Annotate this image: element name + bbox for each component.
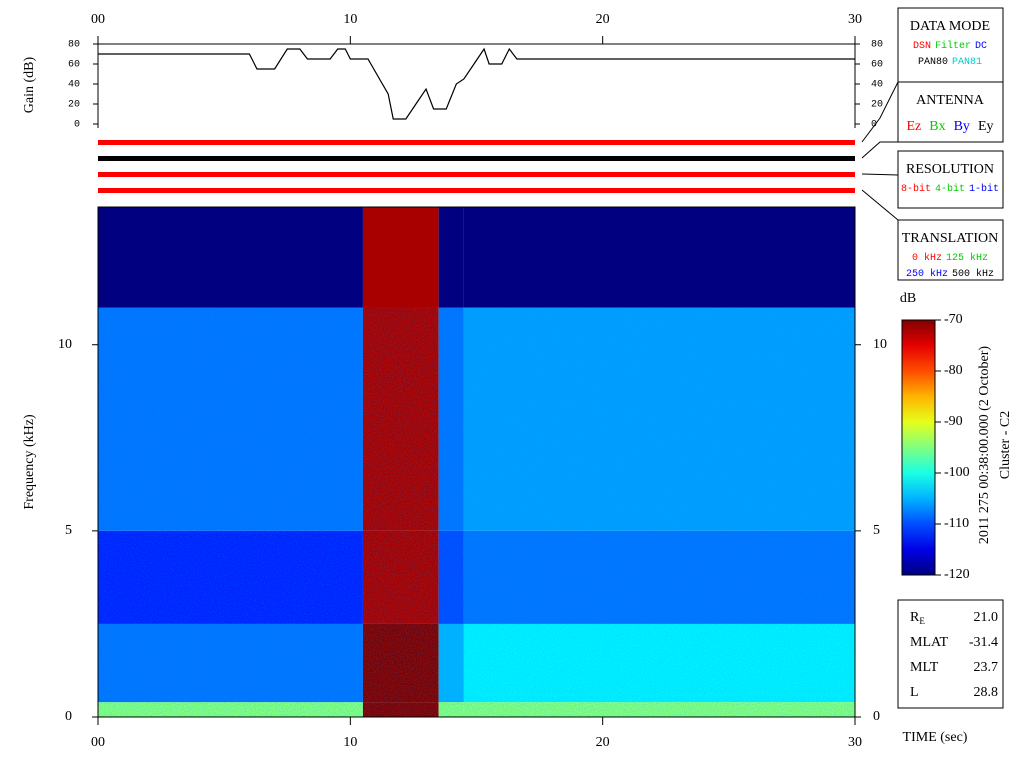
status-bar [98,156,855,161]
y-tick-label: 0 [871,120,877,131]
y-tick-label: 0 [873,709,880,724]
x-tick-label: 20 [596,735,610,750]
ephemeris-value: 21.0 [974,610,999,625]
x-tick-label: 10 [343,735,357,750]
timestamp: 2011 275 00:38:00.000 (2 October) [977,346,992,545]
connector [861,173,899,176]
status-bar [98,188,855,193]
panel-item: PAN80 [918,57,948,68]
panel-item: 125 kHz [946,252,988,264]
status-bar [98,140,855,145]
ephemeris-value: 23.7 [974,660,999,675]
y-tick-label: 40 [871,80,883,91]
y-tick-label: 5 [873,523,880,538]
colorbar-tick-label: -90 [944,414,963,429]
y-tick-label: 0 [65,709,72,724]
ephemeris-label: L [910,685,919,700]
panel-title: TRANSLATION [902,231,998,246]
status-bars [98,140,855,193]
colorbar [901,319,936,576]
panel-item: DC [975,41,987,52]
ephemeris-label: MLT [910,660,939,675]
x-tick-label: 00 [91,12,105,27]
gain-axis-label: Gain (dB) [22,56,37,113]
panel-item: 1-bit [969,183,999,195]
y-tick-label: 0 [74,120,80,131]
colorbar-tick-label: -110 [944,516,969,531]
x-tick-label: 30 [848,12,862,27]
heat-cell [362,207,439,308]
ephemeris-value: 28.8 [974,685,999,700]
panel-item: 0 kHz [912,252,942,264]
gain-line [98,47,855,120]
time-axis-label: TIME (sec) [903,730,968,745]
ephemeris-value: -31.4 [969,635,998,650]
y-tick-label: 20 [68,100,80,111]
spacecraft: Cluster - C2 [998,411,1013,479]
panel-item: Ez [906,119,921,134]
panel-item: By [954,119,970,134]
panel-row: 0 kHz 125 kHz [912,252,988,264]
x-tick-label: 20 [596,12,610,27]
colorbar-title: dB [900,291,916,306]
colorbar-tick-label: -80 [944,363,963,378]
y-tick-label: 60 [68,60,80,71]
ephemeris-label: MLAT [910,635,949,650]
ephemeris-label: RE [910,610,925,626]
panel-item: 250 kHz [906,268,948,280]
panel-item: 8-bit [901,183,931,195]
y-tick-label: 40 [68,80,80,91]
panel-box [897,150,1004,209]
ephemeris-label-text: L [910,685,919,700]
panel-row: DSN Filter DC [913,40,987,52]
texture [98,307,855,717]
panel-title: DATA MODE [910,19,990,34]
x-tick-label: 10 [343,12,357,27]
heat-cell [438,207,464,308]
ephemeris-box [897,599,1004,709]
panel-item: Ey [978,119,994,134]
plot-frame [97,206,856,718]
colorbar-tick-label: -100 [944,465,970,480]
connector [861,141,898,159]
panel-row: PAN80 PAN81 [918,57,982,68]
panel-item: Filter [935,40,971,52]
ephemeris-subscript: E [919,616,925,626]
ephemeris-label-text: R [910,610,920,625]
connector [861,189,899,221]
panel-item: Bx [929,119,945,134]
panel-box [897,219,1004,281]
y-tick-label: 5 [65,523,72,538]
panel-title: ANTENNA [916,93,985,108]
panel-title: RESOLUTION [906,162,994,177]
x-tick-label: 30 [848,735,862,750]
connector [861,81,899,143]
panel-box [897,81,1004,143]
status-bar [98,172,855,177]
colorbar-tick-label: -120 [944,567,970,582]
panel-item: 4-bit [935,183,965,195]
ephemeris-label-text: MLT [910,660,939,675]
heat-cell [463,207,855,308]
y-tick-label: 60 [871,60,883,71]
panel-item: PAN81 [952,57,982,68]
y-tick-label: 10 [873,337,887,352]
y-tick-label: 80 [68,40,80,51]
panel-row: 8-bit 4-bit 1-bit [901,183,999,195]
panel-row: Ez Bx By Ey [906,119,993,134]
panel-box [897,7,1004,83]
colorbar-tick-label: -70 [944,312,963,327]
y-tick-label: 10 [58,337,72,352]
y-tick-label: 20 [871,100,883,111]
connectors [861,81,899,221]
frequency-axis-label: Frequency (kHz) [22,414,37,510]
ephemeris-label-text: MLAT [910,635,949,650]
y-tick-label: 80 [871,40,883,51]
panel-item: DSN [913,41,931,52]
x-tick-label: 00 [91,735,105,750]
panel-item: 500 kHz [952,268,994,280]
heat-cell [98,207,363,308]
panel-row: 250 kHz 500 kHz [906,268,994,280]
